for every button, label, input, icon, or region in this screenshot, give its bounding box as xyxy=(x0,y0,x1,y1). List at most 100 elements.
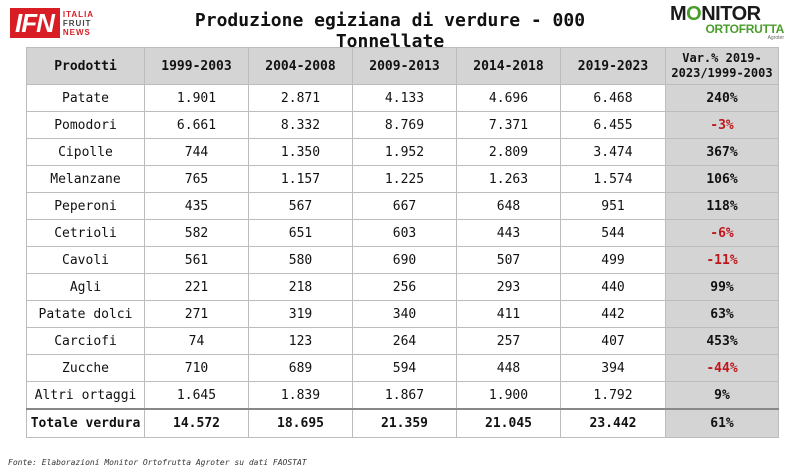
value-cell: 74 xyxy=(144,327,249,355)
header: IFN ITALIA FRUIT NEWS Produzione egizian… xyxy=(0,0,800,52)
value-cell: 443 xyxy=(456,219,561,247)
ifn-logo-line1: ITALIA xyxy=(62,9,95,19)
total-cell: 14.572 xyxy=(144,408,249,438)
var-percent-cell: -44% xyxy=(665,354,779,382)
value-cell: 1.792 xyxy=(560,381,666,410)
table-row: Peperoni 435 567 667 648 951 118% xyxy=(26,192,779,220)
value-cell: 951 xyxy=(560,192,666,220)
ifn-logo-text: ITALIA FRUIT NEWS xyxy=(63,10,94,37)
value-cell: 3.474 xyxy=(560,138,666,166)
value-cell: 407 xyxy=(560,327,666,355)
value-cell: 271 xyxy=(144,300,249,328)
monitor-logo-rest: NITOR xyxy=(701,3,761,25)
value-cell: 582 xyxy=(144,219,249,247)
product-name-cell: Patate xyxy=(26,84,145,112)
value-cell: 1.263 xyxy=(456,165,561,193)
total-cell: 23.442 xyxy=(560,408,666,438)
table-row: Pomodori 6.661 8.332 8.769 7.371 6.455 -3% xyxy=(26,111,779,139)
var-percent-cell: 118% xyxy=(665,192,779,220)
table-row: Carciofi 74 123 264 257 407 453% xyxy=(26,327,779,355)
product-name-cell: Cetrioli xyxy=(26,219,145,247)
value-cell: 1.225 xyxy=(352,165,457,193)
table-row: Zucche 710 689 594 448 394 -44% xyxy=(26,354,779,382)
value-cell: 340 xyxy=(352,300,457,328)
table-row: Altri ortaggi 1.645 1.839 1.867 1.900 1.792 9% xyxy=(26,381,779,410)
table-header-row: Prodotti 1999-2003 2004-2008 2009-2013 2… xyxy=(26,47,779,85)
value-cell: 4.696 xyxy=(456,84,561,112)
monitor-logo-line2: ORTOFRUTTA xyxy=(705,22,784,36)
var-percent-cell: 367% xyxy=(665,138,779,166)
value-cell: 123 xyxy=(248,327,353,355)
product-name-cell: Melanzane xyxy=(26,165,145,193)
value-cell: 1.901 xyxy=(144,84,249,112)
value-cell: 689 xyxy=(248,354,353,382)
value-cell: 499 xyxy=(560,246,666,274)
value-cell: 710 xyxy=(144,354,249,382)
value-cell: 394 xyxy=(560,354,666,382)
value-cell: 1.900 xyxy=(456,381,561,410)
table-row: Cavoli 561 580 690 507 499 -11% xyxy=(26,246,779,274)
value-cell: 264 xyxy=(352,327,457,355)
monitor-logo-m: M xyxy=(670,3,687,25)
table-row: Cetrioli 582 651 603 443 544 -6% xyxy=(26,219,779,247)
product-name-cell: Agli xyxy=(26,273,145,301)
table-total-row: Totale verdura 14.572 18.695 21.359 21.0… xyxy=(26,408,779,438)
product-name-cell: Pomodori xyxy=(26,111,145,139)
table-row: Cipolle 744 1.350 1.952 2.809 3.474 367% xyxy=(26,138,779,166)
value-cell: 411 xyxy=(456,300,561,328)
value-cell: 580 xyxy=(248,246,353,274)
value-cell: 1.867 xyxy=(352,381,457,410)
value-cell: 744 xyxy=(144,138,249,166)
product-name-cell: Peperoni xyxy=(26,192,145,220)
var-percent-cell: -3% xyxy=(665,111,779,139)
header-1999-2003: 1999-2003 xyxy=(144,47,249,85)
ifn-logo-mark: IFN xyxy=(10,8,60,38)
header-2014-2018: 2014-2018 xyxy=(456,47,561,85)
value-cell: 257 xyxy=(456,327,561,355)
value-cell: 1.574 xyxy=(560,165,666,193)
value-cell: 2.809 xyxy=(456,138,561,166)
table-row: Melanzane 765 1.157 1.225 1.263 1.574 106% xyxy=(26,165,779,193)
var-percent-cell: 99% xyxy=(665,273,779,301)
value-cell: 648 xyxy=(456,192,561,220)
header-prodotti: Prodotti xyxy=(26,47,145,85)
value-cell: 8.769 xyxy=(352,111,457,139)
header-2004-2008: 2004-2008 xyxy=(248,47,353,85)
var-percent-cell: 106% xyxy=(665,165,779,193)
monitor-logo-line1: MONITOR xyxy=(670,4,790,24)
value-cell: 8.332 xyxy=(248,111,353,139)
ifn-logo: IFN ITALIA FRUIT NEWS xyxy=(10,6,94,40)
value-cell: 6.455 xyxy=(560,111,666,139)
production-table: Prodotti 1999-2003 2004-2008 2009-2013 2… xyxy=(26,47,779,438)
value-cell: 544 xyxy=(560,219,666,247)
header-var-percent: Var.% 2019-2023/1999-2003 xyxy=(665,47,779,85)
table-row: Patate 1.901 2.871 4.133 4.696 6.468 240% xyxy=(26,84,779,112)
total-var-cell: 61% xyxy=(665,408,779,438)
value-cell: 2.871 xyxy=(248,84,353,112)
monitor-logo-o: O xyxy=(686,3,702,25)
value-cell: 256 xyxy=(352,273,457,301)
monitor-ortofrutta-logo: MONITOR ORTOFRUTTA Agroter xyxy=(670,4,790,41)
value-cell: 561 xyxy=(144,246,249,274)
var-percent-cell: 453% xyxy=(665,327,779,355)
value-cell: 221 xyxy=(144,273,249,301)
table-body: Patate 1.901 2.871 4.133 4.696 6.468 240% Pomod… xyxy=(26,84,779,410)
value-cell: 6.661 xyxy=(144,111,249,139)
header-2019-2023: 2019-2023 xyxy=(560,47,666,85)
var-percent-cell: 240% xyxy=(665,84,779,112)
value-cell: 293 xyxy=(456,273,561,301)
product-name-cell: Cavoli xyxy=(26,246,145,274)
var-percent-cell: 63% xyxy=(665,300,779,328)
var-percent-cell: -11% xyxy=(665,246,779,274)
product-name-cell: Carciofi xyxy=(26,327,145,355)
var-percent-cell: 9% xyxy=(665,381,779,410)
value-cell: 1.350 xyxy=(248,138,353,166)
value-cell: 442 xyxy=(560,300,666,328)
value-cell: 1.157 xyxy=(248,165,353,193)
product-name-cell: Patate dolci xyxy=(26,300,145,328)
value-cell: 1.645 xyxy=(144,381,249,410)
value-cell: 319 xyxy=(248,300,353,328)
value-cell: 507 xyxy=(456,246,561,274)
product-name-cell: Altri ortaggi xyxy=(26,381,145,410)
value-cell: 594 xyxy=(352,354,457,382)
